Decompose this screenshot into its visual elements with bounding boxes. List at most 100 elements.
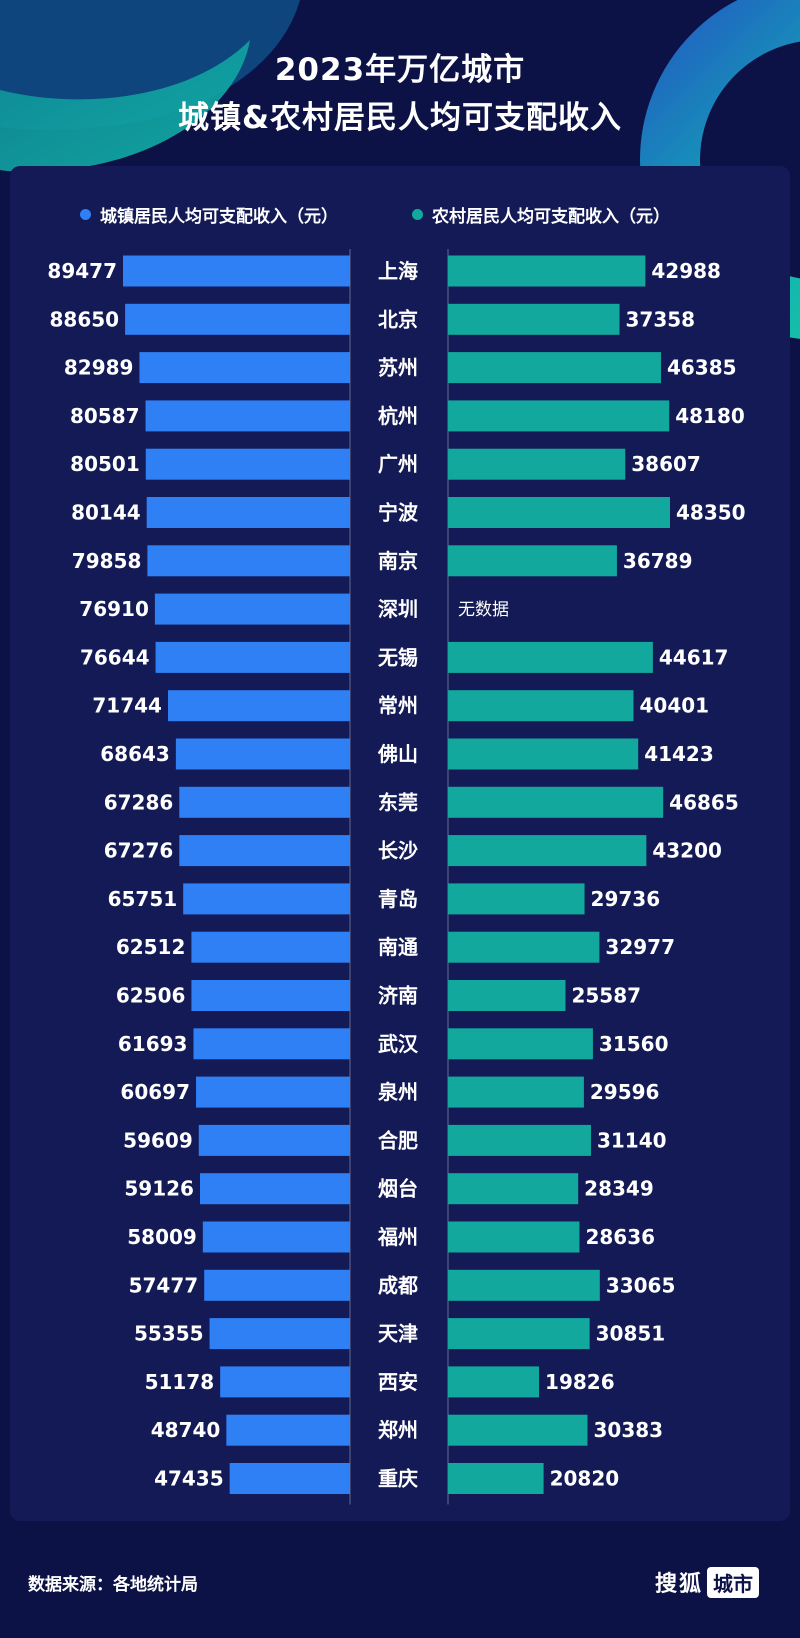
- city-label: 泉州: [377, 1080, 418, 1104]
- urban-bar: [202, 1221, 350, 1253]
- rural-bar: [448, 545, 617, 577]
- urban-bar: [220, 1366, 350, 1398]
- city-label: 武汉: [378, 1032, 419, 1056]
- urban-bar: [198, 1124, 350, 1156]
- urban-bar: [196, 1076, 350, 1108]
- urban-value-label: 65751: [108, 887, 178, 911]
- rural-value-label: 32977: [605, 935, 675, 959]
- rural-value-label: 25587: [571, 984, 641, 1008]
- rural-bar: [448, 980, 566, 1011]
- city-label: 南京: [378, 549, 418, 573]
- rural-value-label: 41423: [644, 742, 714, 766]
- city-label: 杭州: [378, 404, 418, 428]
- rural-value-label: 38607: [631, 452, 701, 476]
- rural-value-label: 44617: [659, 645, 729, 669]
- city-label: 青岛: [378, 887, 418, 911]
- urban-bar: [123, 255, 350, 287]
- rural-bar: [448, 448, 626, 480]
- legend-rural: 农村居民人均可支配收入（元）: [412, 202, 670, 227]
- rural-bar: [448, 835, 647, 867]
- city-label: 宁波: [378, 501, 419, 525]
- city-label: 西安: [378, 1370, 418, 1394]
- urban-bar: [125, 303, 350, 335]
- city-label: 合肥: [378, 1128, 418, 1152]
- rural-value-label: 46385: [667, 356, 737, 380]
- legend-urban-swatch: [80, 209, 91, 220]
- chart-title: 2023年万亿城市: [274, 52, 526, 88]
- urban-value-label: 76910: [79, 597, 149, 621]
- rural-bar: [448, 738, 639, 770]
- rural-bar: [448, 1028, 593, 1060]
- rural-bar: [448, 1173, 579, 1205]
- city-label: 烟台: [378, 1177, 418, 1201]
- urban-bar: [167, 690, 350, 722]
- urban-value-label: 67276: [104, 839, 174, 863]
- urban-value-label: 51178: [145, 1370, 215, 1394]
- urban-value-label: 80501: [70, 452, 140, 476]
- urban-value-label: 55355: [134, 1322, 204, 1346]
- urban-bar: [229, 1463, 350, 1494]
- urban-value-label: 88650: [50, 307, 120, 331]
- city-label: 济南: [378, 984, 418, 1008]
- rural-value-label: 31140: [597, 1128, 667, 1152]
- city-label: 长沙: [378, 839, 418, 863]
- urban-value-label: 80144: [71, 501, 141, 525]
- city-label: 上海: [378, 259, 418, 283]
- rural-bar: [448, 1318, 590, 1350]
- rural-bar: [448, 690, 634, 722]
- rural-value-label: 28636: [585, 1225, 655, 1249]
- urban-bar: [209, 1318, 350, 1350]
- urban-bar: [193, 1028, 350, 1060]
- rural-bar: [448, 786, 664, 818]
- city-label: 广州: [378, 452, 418, 476]
- rural-value-label: 29736: [591, 887, 661, 911]
- urban-bar: [191, 931, 350, 963]
- rural-value-label: 33065: [606, 1273, 676, 1297]
- rural-value-label: 46865: [669, 790, 739, 814]
- urban-value-label: 62506: [116, 984, 186, 1008]
- data-source: 数据来源：各地统计局: [28, 1575, 198, 1595]
- city-label: 佛山: [377, 742, 418, 766]
- city-label: 常州: [378, 694, 418, 718]
- legend-rural-swatch: [412, 209, 423, 220]
- rural-value-label: 36789: [623, 549, 693, 573]
- rural-value-label: 42988: [651, 259, 721, 283]
- urban-value-label: 76644: [80, 645, 150, 669]
- rural-value-label: 19826: [545, 1370, 615, 1394]
- city-label: 成都: [378, 1273, 418, 1297]
- rural-value-label: 37358: [626, 307, 696, 331]
- urban-value-label: 47435: [154, 1467, 224, 1491]
- rural-bar: [448, 1366, 540, 1398]
- rural-bar: [448, 1221, 580, 1253]
- urban-bar: [191, 980, 350, 1011]
- sohu-city-logo: 搜狐 城市: [655, 1566, 760, 1598]
- city-label: 天津: [378, 1322, 418, 1346]
- city-label: 无锡: [378, 645, 418, 669]
- urban-value-label: 48740: [151, 1418, 221, 1442]
- urban-bar: [204, 1269, 350, 1301]
- rural-bar: [448, 400, 670, 432]
- urban-value-label: 89477: [47, 259, 117, 283]
- urban-bar: [146, 497, 350, 528]
- rural-bar: [448, 1269, 600, 1301]
- urban-bar: [145, 448, 350, 480]
- urban-bar: [226, 1414, 350, 1446]
- legend: 城镇居民人均可支配收入（元） 农村居民人均可支配收入（元）: [0, 202, 800, 227]
- chart-panel: [10, 166, 790, 1521]
- city-label: 苏州: [378, 356, 418, 380]
- rural-value-label: 43200: [652, 839, 722, 863]
- legend-rural-label: 农村居民人均可支配收入（元）: [432, 207, 670, 227]
- rural-value-label: 48180: [675, 404, 745, 428]
- urban-value-label: 82989: [64, 356, 134, 380]
- rural-bar: [448, 352, 661, 384]
- urban-value-label: 67286: [104, 790, 174, 814]
- urban-value-label: 61693: [118, 1032, 188, 1056]
- city-label: 北京: [378, 307, 418, 331]
- rural-bar: [448, 883, 585, 915]
- rural-bar: [448, 1076, 584, 1108]
- urban-bar: [139, 352, 350, 384]
- rural-bar: [448, 1124, 591, 1156]
- rural-bar: [448, 1414, 588, 1446]
- rural-bar: [448, 931, 600, 963]
